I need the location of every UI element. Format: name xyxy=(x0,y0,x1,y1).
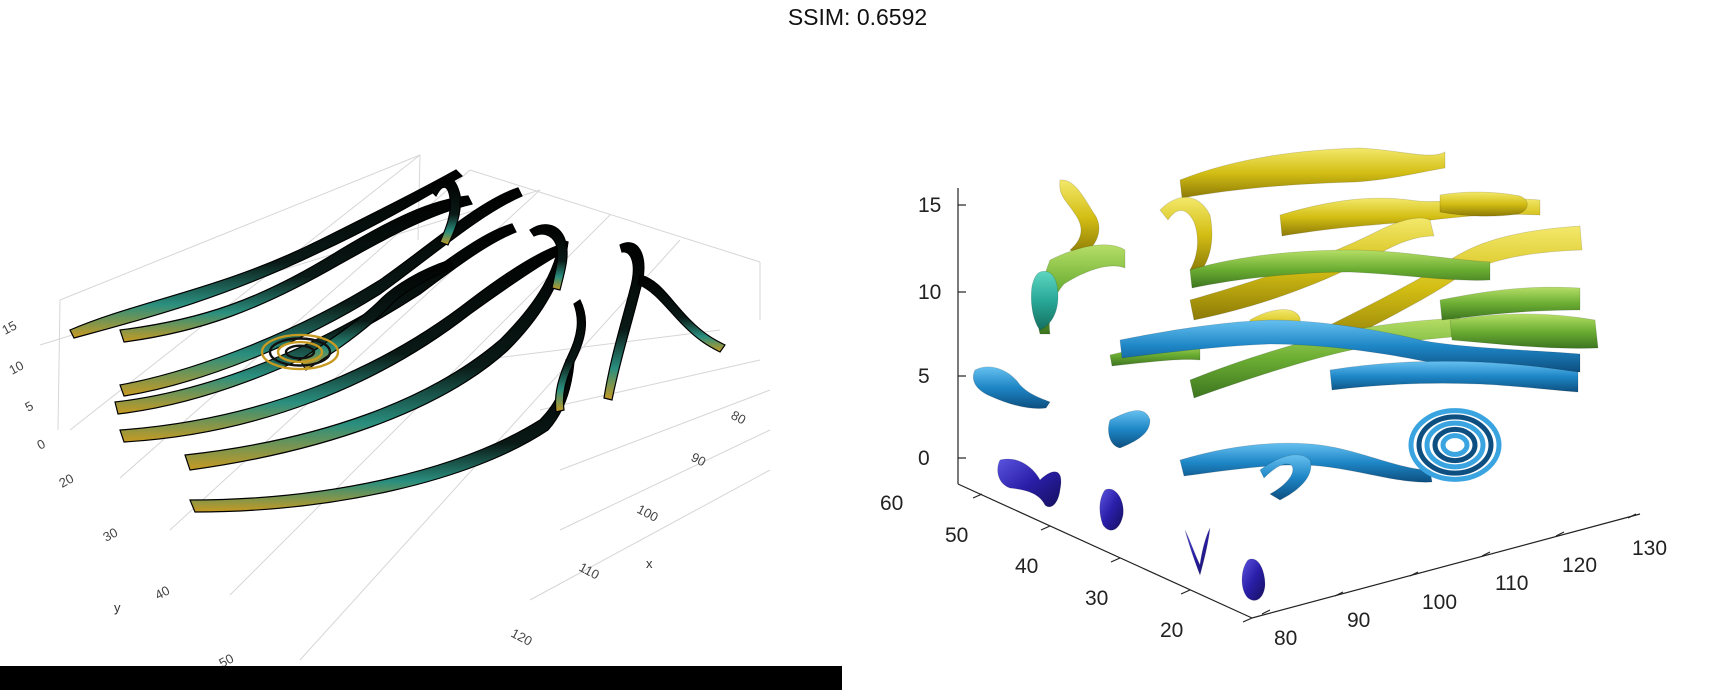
right-tick-labels: 0 5 10 15 20 30 40 50 60 80 90 100 110 120 130 xyxy=(880,194,1667,650)
right-streamtube xyxy=(1319,225,1583,351)
right-y-tick-label: 40 xyxy=(1015,555,1038,578)
right-streamtube xyxy=(1439,286,1581,321)
right-streamtube xyxy=(1259,454,1312,501)
right-y-tick-mark xyxy=(1180,589,1191,595)
right-streamtube xyxy=(1329,360,1579,393)
left-swirl-ring xyxy=(260,333,340,371)
left-streamtube xyxy=(69,169,463,339)
right-streamtube xyxy=(1179,147,1446,199)
right-streamtube xyxy=(1439,191,1528,217)
right-x-tick-mark xyxy=(1261,609,1271,615)
right-swirl-ring xyxy=(1416,414,1494,476)
left-streamtube xyxy=(184,239,569,471)
left-grid-line xyxy=(539,359,761,411)
right-x-tick-mark xyxy=(1481,551,1491,557)
right-streamtube xyxy=(972,366,1051,409)
right-streamtube xyxy=(1449,313,1599,349)
right-y-tick-label: 60 xyxy=(880,492,903,515)
right-y-tick-mark xyxy=(1110,557,1121,563)
right-x-tick-label: 80 xyxy=(1274,627,1297,650)
right-x-tick-label: 90 xyxy=(1347,609,1370,632)
left-streamtube xyxy=(429,176,461,246)
left-streamtube xyxy=(637,274,726,353)
right-x-tick-mark xyxy=(1555,531,1565,537)
left-streamtube xyxy=(119,195,473,343)
left-x-axis-title: x xyxy=(646,556,653,571)
left-swirl-ring xyxy=(276,340,324,364)
left-streamtube xyxy=(529,224,568,291)
right-streamtube xyxy=(1059,179,1100,256)
left-streamtube xyxy=(119,187,523,397)
right-y-tick-mark xyxy=(972,493,983,499)
left-streamtube xyxy=(299,259,455,371)
left-swirl-ring xyxy=(284,344,316,360)
right-y-tick-mark xyxy=(1040,525,1051,531)
right-x-tick-mark xyxy=(1627,513,1637,519)
right-x-axis-line xyxy=(1251,513,1641,619)
right-x-tick-label: 100 xyxy=(1422,591,1457,614)
right-streamtube xyxy=(1108,410,1151,449)
right-streamtube xyxy=(1119,319,1581,373)
right-x-tick-mark xyxy=(1409,571,1419,577)
left-x-tick-label: 80 xyxy=(729,407,749,427)
right-streamtube xyxy=(1159,196,1213,273)
right-streamtube xyxy=(1030,270,1059,331)
left-grid-line xyxy=(479,329,721,361)
left-grid-line xyxy=(57,299,61,431)
left-y-tick-label: 50 xyxy=(216,651,236,671)
right-tubes xyxy=(972,147,1599,601)
left-streamtube xyxy=(603,242,645,401)
right-y-tick-label: 50 xyxy=(945,524,968,547)
right-swirl-ring xyxy=(1432,426,1478,464)
right-z-tick-label: 10 xyxy=(918,281,941,304)
right-swirl-ring xyxy=(1408,408,1502,482)
left-grid-line xyxy=(469,169,761,263)
right-y-tick-mark xyxy=(1242,617,1253,623)
left-streamtube xyxy=(554,299,586,413)
left-swirl-ring xyxy=(268,337,332,367)
right-x-tick-label: 130 xyxy=(1632,537,1667,560)
left-grid-line xyxy=(529,469,771,601)
right-streamtube xyxy=(997,458,1062,508)
right-x-tick-label: 120 xyxy=(1562,554,1597,577)
left-y-axis-title: y xyxy=(114,600,121,615)
right-z-tick-label: 0 xyxy=(918,447,930,470)
left-grid-line xyxy=(559,429,771,531)
left-y-tick-label: 20 xyxy=(56,471,76,491)
right-streamtube xyxy=(1241,558,1266,601)
left-x-tick-label: 90 xyxy=(689,449,709,469)
right-y-tick-label: 20 xyxy=(1160,619,1183,642)
right-streamtube xyxy=(1099,488,1124,531)
left-grid-line xyxy=(59,154,421,301)
left-tubes xyxy=(69,169,726,513)
page-title: SSIM: 0.6592 xyxy=(787,4,928,30)
left-z-tick-label: 15 xyxy=(0,318,19,338)
right-z-tick-label: 15 xyxy=(918,194,941,217)
left-z-tick-label: 10 xyxy=(6,358,26,378)
right-y-tick-label: 30 xyxy=(1085,587,1108,610)
right-axes xyxy=(957,188,1641,623)
left-y-tick-label: 40 xyxy=(152,583,172,603)
left-streamtube xyxy=(114,223,517,415)
right-y-axis-line xyxy=(957,483,1253,619)
right-streamtube xyxy=(1184,527,1211,577)
right-x-tick-mark xyxy=(1334,591,1344,597)
right-swirl-ring xyxy=(1440,433,1470,457)
bottom-black-bar xyxy=(0,666,842,690)
right-swirl-ring xyxy=(1424,420,1486,470)
right-streamtube xyxy=(1189,249,1491,289)
right-z-tick-label: 5 xyxy=(918,365,930,388)
right-x-tick-label: 110 xyxy=(1495,572,1528,595)
left-grid-line xyxy=(559,389,771,471)
left-y-tick-label: 30 xyxy=(100,525,120,545)
